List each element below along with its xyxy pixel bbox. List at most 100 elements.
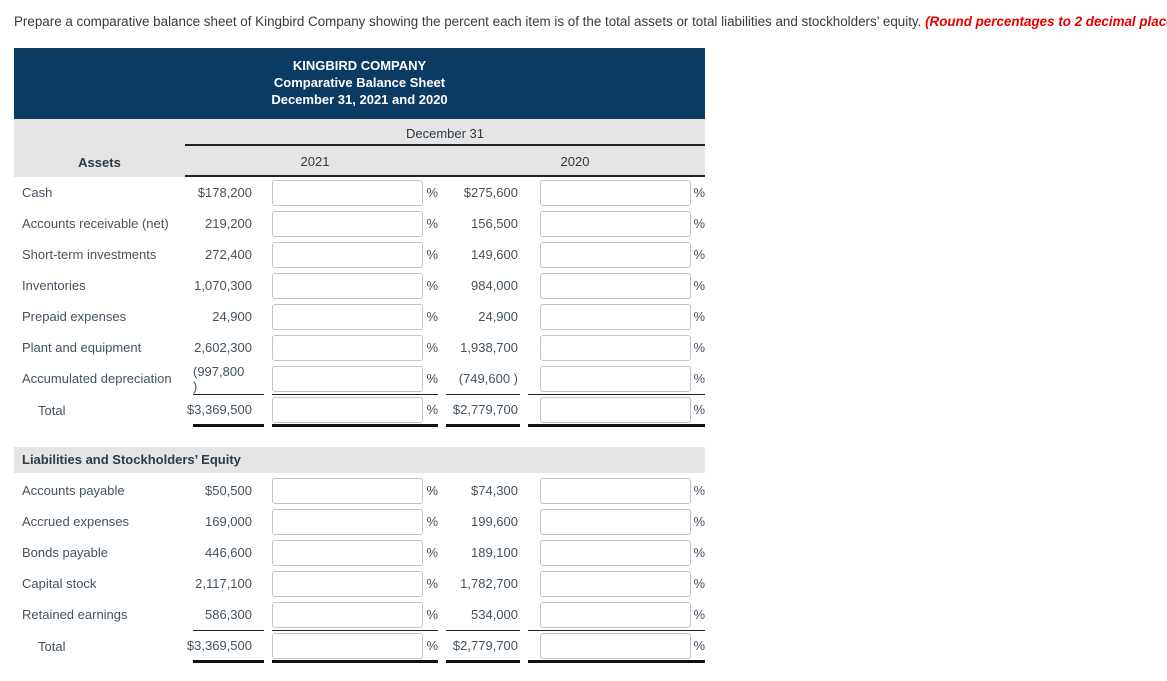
percent-input-2020[interactable] (540, 601, 691, 628)
amount-2020: 149,600 (471, 247, 518, 262)
percent-input-2021[interactable] (272, 272, 423, 299)
percent-input-2021[interactable] (272, 632, 423, 659)
percent-input-2020[interactable] (540, 365, 691, 392)
section-header-liabilities: Liabilities and Stockholders’ Equity (14, 447, 705, 473)
row-label: Cash (22, 185, 53, 200)
amount-2020: 1,782,700 (460, 576, 518, 591)
percent-input-2020[interactable] (540, 334, 691, 361)
date-header-row: December 31 (14, 119, 705, 146)
percent-sign: % (426, 340, 438, 355)
percent-input-2021[interactable] (272, 179, 423, 206)
percent-sign: % (426, 247, 438, 262)
percent-sign: % (693, 607, 705, 622)
table-row: Plant and equipment 2,602,300 % 1,938,70… (14, 332, 705, 363)
amount-2021: (997,800 ) (193, 363, 245, 394)
percent-input-2021[interactable] (272, 334, 423, 361)
percent-input-2020[interactable] (540, 570, 691, 597)
statement-period: December 31, 2021 and 2020 (271, 92, 448, 107)
percent-input-2021[interactable] (272, 477, 423, 504)
row-label: Bonds payable (22, 545, 109, 560)
table-row: Prepaid expenses 24,900 % 24,900 % (14, 301, 705, 332)
statement-title: Comparative Balance Sheet (273, 75, 446, 90)
amount-2021: 219,200 (205, 216, 252, 231)
amount-2020: 24,900 (478, 309, 518, 324)
balance-sheet: KINGBIRD COMPANY Comparative Balance She… (14, 48, 705, 663)
percent-input-2020[interactable] (540, 632, 691, 659)
amount-2021: 272,400 (205, 247, 252, 262)
row-label: Inventories (22, 278, 86, 293)
percent-sign: % (693, 216, 705, 231)
percent-sign: % (693, 309, 705, 324)
column-header-area: December 31 Assets 2021 2020 (14, 119, 705, 177)
amount-2021: 446,600 (205, 545, 252, 560)
percent-input-2021[interactable] (272, 539, 423, 566)
percent-sign: % (693, 545, 705, 560)
percent-sign: % (426, 371, 438, 386)
amount-2021: 24,900 (212, 309, 252, 324)
amount-2020: 534,000 (471, 607, 518, 622)
percent-input-2021[interactable] (272, 570, 423, 597)
percent-sign: % (426, 278, 438, 293)
row-label: Accounts payable (22, 483, 125, 498)
percent-sign: % (426, 483, 438, 498)
percent-input-2020[interactable] (540, 303, 691, 330)
percent-input-2021[interactable] (272, 303, 423, 330)
row-label: Accumulated depreciation (22, 371, 172, 386)
percent-sign: % (426, 514, 438, 529)
percent-sign: % (693, 278, 705, 293)
amount-2021: 586,300 (205, 607, 252, 622)
percent-sign: % (693, 483, 705, 498)
percent-sign: % (426, 185, 438, 200)
row-label: Retained earnings (22, 607, 128, 622)
table-row: Cash $178,200 % $275,600 % (14, 177, 705, 208)
percent-input-2021[interactable] (272, 396, 423, 423)
percent-sign: % (693, 514, 705, 529)
percent-input-2021[interactable] (272, 210, 423, 237)
row-label: Accrued expenses (22, 514, 129, 529)
percent-input-2020[interactable] (540, 179, 691, 206)
row-label: Total (38, 403, 66, 418)
assets-column-header: Assets (78, 155, 121, 170)
year-header-2020: 2020 (560, 154, 590, 169)
table-row: Short-term investments 272,400 % 149,600… (14, 239, 705, 270)
amount-2020: 189,100 (471, 545, 518, 560)
table-row: Accrued expenses 169,000 % 199,600 % (14, 506, 705, 537)
percent-input-2020[interactable] (540, 477, 691, 504)
table-row: Accumulated depreciation (997,800 ) % (7… (14, 363, 705, 394)
percent-sign: % (426, 545, 438, 560)
percent-input-2020[interactable] (540, 210, 691, 237)
percent-input-2020[interactable] (540, 508, 691, 535)
assets-total-row: Total $3,369,500 % $2,779,700 % (14, 394, 705, 427)
percent-sign: % (693, 402, 705, 417)
amount-2021: 169,000 (205, 514, 252, 529)
percent-input-2020[interactable] (540, 272, 691, 299)
percent-input-2021[interactable] (272, 365, 423, 392)
percent-input-2020[interactable] (540, 539, 691, 566)
amount-2021: 1,070,300 (194, 278, 252, 293)
statement-header: KINGBIRD COMPANY Comparative Balance She… (14, 48, 705, 119)
percent-sign: % (426, 576, 438, 591)
percent-sign: % (693, 247, 705, 262)
percent-sign: % (693, 576, 705, 591)
percent-input-2020[interactable] (540, 396, 691, 423)
table-row: Inventories 1,070,300 % 984,000 % (14, 270, 705, 301)
amount-2021: $178,200 (197, 185, 252, 200)
percent-input-2021[interactable] (272, 241, 423, 268)
percent-input-2020[interactable] (540, 241, 691, 268)
percent-sign: % (426, 402, 438, 417)
year-header-row: Assets 2021 2020 (14, 146, 705, 177)
percent-input-2021[interactable] (272, 508, 423, 535)
amount-2020: $2,779,700 (446, 394, 520, 427)
amount-2021: $50,500 (205, 483, 252, 498)
percent-sign: % (693, 371, 705, 386)
table-row: Bonds payable 446,600 % 189,100 % (14, 537, 705, 568)
percent-input-2021[interactable] (272, 601, 423, 628)
amount-2021: 2,117,100 (195, 576, 252, 591)
amount-2021: $3,369,500 (187, 394, 264, 427)
percent-sign: % (693, 340, 705, 355)
percent-sign: % (426, 309, 438, 324)
row-label: Capital stock (22, 576, 97, 591)
amount-2020: 156,500 (471, 216, 518, 231)
instruction: Prepare a comparative balance sheet of K… (14, 13, 1167, 31)
amount-2020: (749,600 ) (458, 371, 518, 386)
